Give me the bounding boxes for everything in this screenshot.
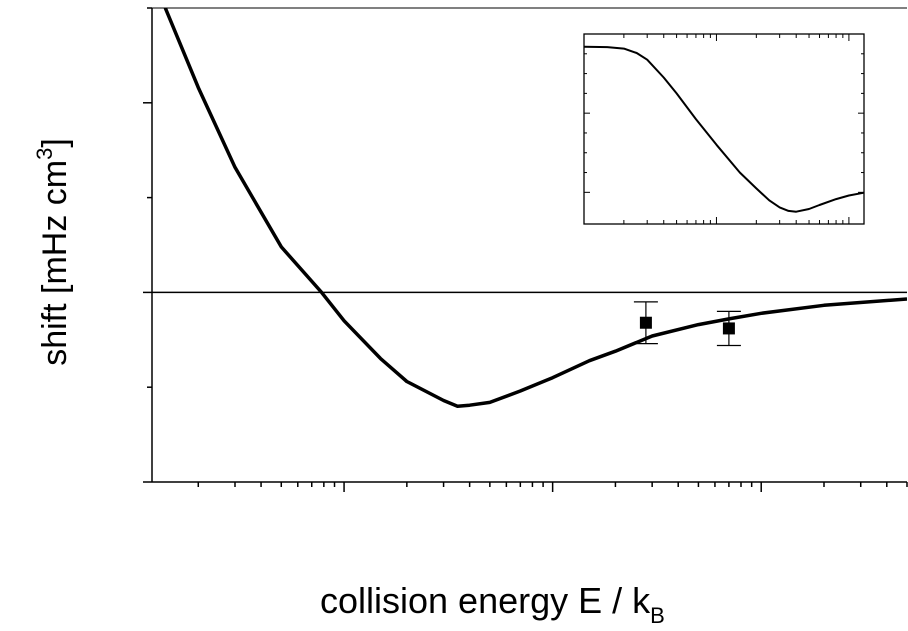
axis-titles: collision energy E / kB shift [mHz cm3] xyxy=(32,138,665,628)
x-axis-title-subscript: B xyxy=(650,603,665,628)
data-point xyxy=(722,322,735,335)
y-axis-title-superscript: 3 xyxy=(32,148,57,160)
y-axis-title-main: shift [mHz cm xyxy=(36,160,74,366)
inset-curve xyxy=(583,45,865,213)
inset-frame xyxy=(583,33,865,225)
y-axis-title: shift [mHz cm3] xyxy=(32,138,74,366)
theory-curve xyxy=(163,8,907,408)
y-axis-title-close: ] xyxy=(36,138,74,147)
data-point xyxy=(639,316,652,329)
x-axis-title: collision energy E / kB xyxy=(320,580,665,628)
x-axis-title-main: collision energy E / k xyxy=(320,580,651,621)
main-plot xyxy=(143,7,908,492)
inset-plot xyxy=(583,33,865,225)
